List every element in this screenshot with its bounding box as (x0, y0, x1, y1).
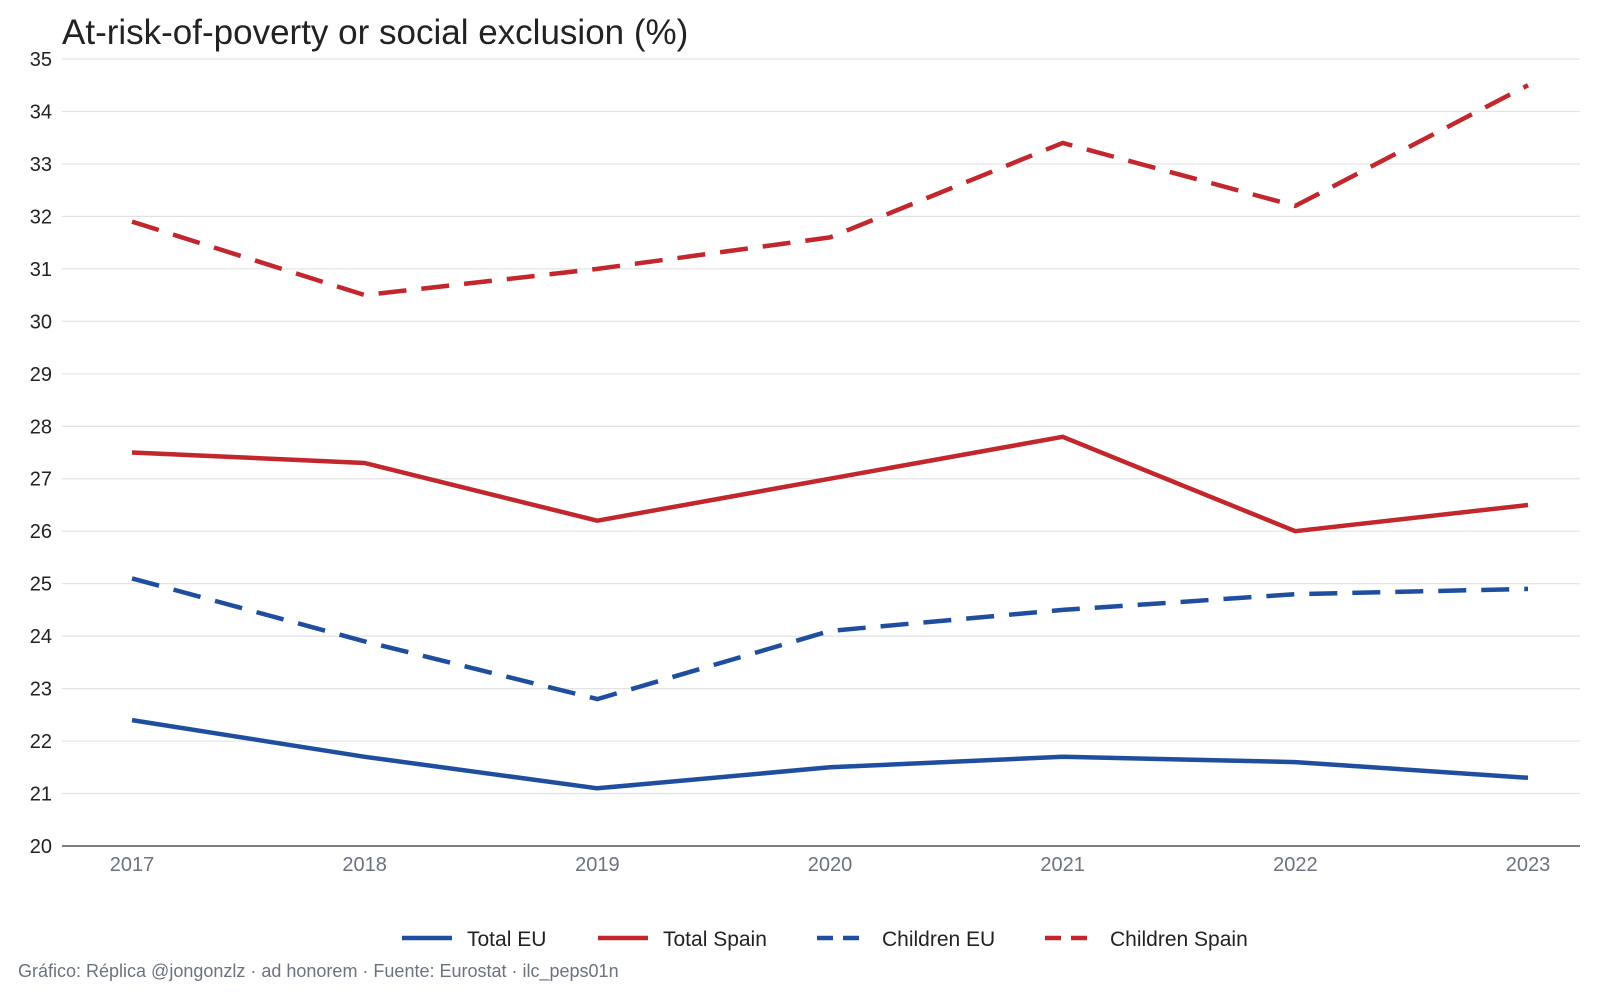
y-tick-label: 28 (30, 416, 52, 438)
x-axis-ticks: 2017 2018 2019 2020 2021 2022 2023 (110, 854, 1551, 876)
y-tick-label: 21 (30, 784, 52, 806)
y-tick-label: 24 (30, 626, 52, 648)
y-tick-label: 26 (30, 521, 52, 543)
y-tick-label: 27 (30, 469, 52, 491)
legend-label: Total Spain (663, 928, 767, 951)
y-tick-label: 29 (30, 364, 52, 386)
legend: Total EU Total Spain Children EU Children S… (402, 928, 1248, 951)
y-tick-label: 35 (30, 49, 52, 71)
gridlines (62, 58, 1580, 795)
chart-caption: Gráfico: Réplica @jongonzlz · ad honorem… (18, 961, 619, 982)
x-tick-label: 2017 (110, 854, 155, 876)
y-tick-label: 30 (30, 311, 52, 333)
series-lines (131, 83, 1530, 791)
series-line-total-eu (131, 717, 1529, 791)
x-tick-label: 2019 (575, 854, 620, 876)
series-line-children-eu (131, 576, 1529, 702)
series-line-children-spain (131, 83, 1530, 298)
x-tick-label: 2020 (808, 854, 853, 876)
y-tick-label: 22 (30, 731, 52, 753)
y-axis-ticks: 20 21 22 23 24 25 26 27 28 29 30 31 32 33 34 35 (30, 49, 52, 858)
x-tick-label: 2021 (1040, 854, 1085, 876)
y-tick-label: 23 (30, 679, 52, 701)
y-tick-label: 31 (30, 259, 52, 281)
y-tick-label: 34 (30, 101, 52, 123)
x-tick-label: 2023 (1506, 854, 1551, 876)
y-tick-label: 20 (30, 836, 52, 858)
y-tick-label: 32 (30, 206, 52, 228)
chart-title: At-risk-of-poverty or social exclusion (… (62, 13, 688, 52)
series-line-total-spain (131, 434, 1529, 534)
x-tick-label: 2022 (1273, 854, 1318, 876)
y-tick-label: 25 (30, 574, 52, 596)
legend-label: Total EU (467, 928, 546, 951)
y-tick-label: 33 (30, 154, 52, 176)
legend-label: Children EU (882, 928, 995, 951)
x-tick-label: 2018 (342, 854, 387, 876)
legend-label: Children Spain (1110, 928, 1248, 951)
